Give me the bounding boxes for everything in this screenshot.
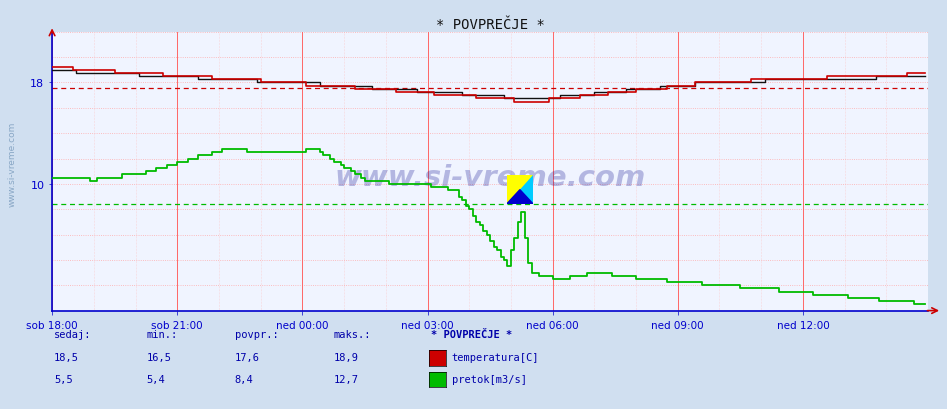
Title: * POVPREČJE *: * POVPREČJE * — [436, 18, 545, 31]
Text: temperatura[C]: temperatura[C] — [452, 352, 539, 362]
Text: * POVPREČJE *: * POVPREČJE * — [431, 329, 512, 339]
Text: www.si-vreme.com: www.si-vreme.com — [8, 121, 17, 206]
Text: www.si-vreme.com: www.si-vreme.com — [334, 163, 646, 191]
Polygon shape — [507, 176, 533, 204]
Text: 8,4: 8,4 — [235, 374, 254, 384]
Text: 18,9: 18,9 — [333, 352, 358, 362]
Text: min.:: min.: — [147, 329, 178, 339]
Text: 16,5: 16,5 — [147, 352, 171, 362]
Text: 12,7: 12,7 — [333, 374, 358, 384]
Text: pretok[m3/s]: pretok[m3/s] — [452, 374, 527, 384]
Text: 18,5: 18,5 — [54, 352, 79, 362]
Text: sedaj:: sedaj: — [54, 329, 92, 339]
Text: 17,6: 17,6 — [235, 352, 259, 362]
Text: povpr.:: povpr.: — [235, 329, 278, 339]
Text: maks.:: maks.: — [333, 329, 371, 339]
Polygon shape — [507, 190, 533, 204]
Text: 5,4: 5,4 — [147, 374, 166, 384]
Text: 5,5: 5,5 — [54, 374, 73, 384]
